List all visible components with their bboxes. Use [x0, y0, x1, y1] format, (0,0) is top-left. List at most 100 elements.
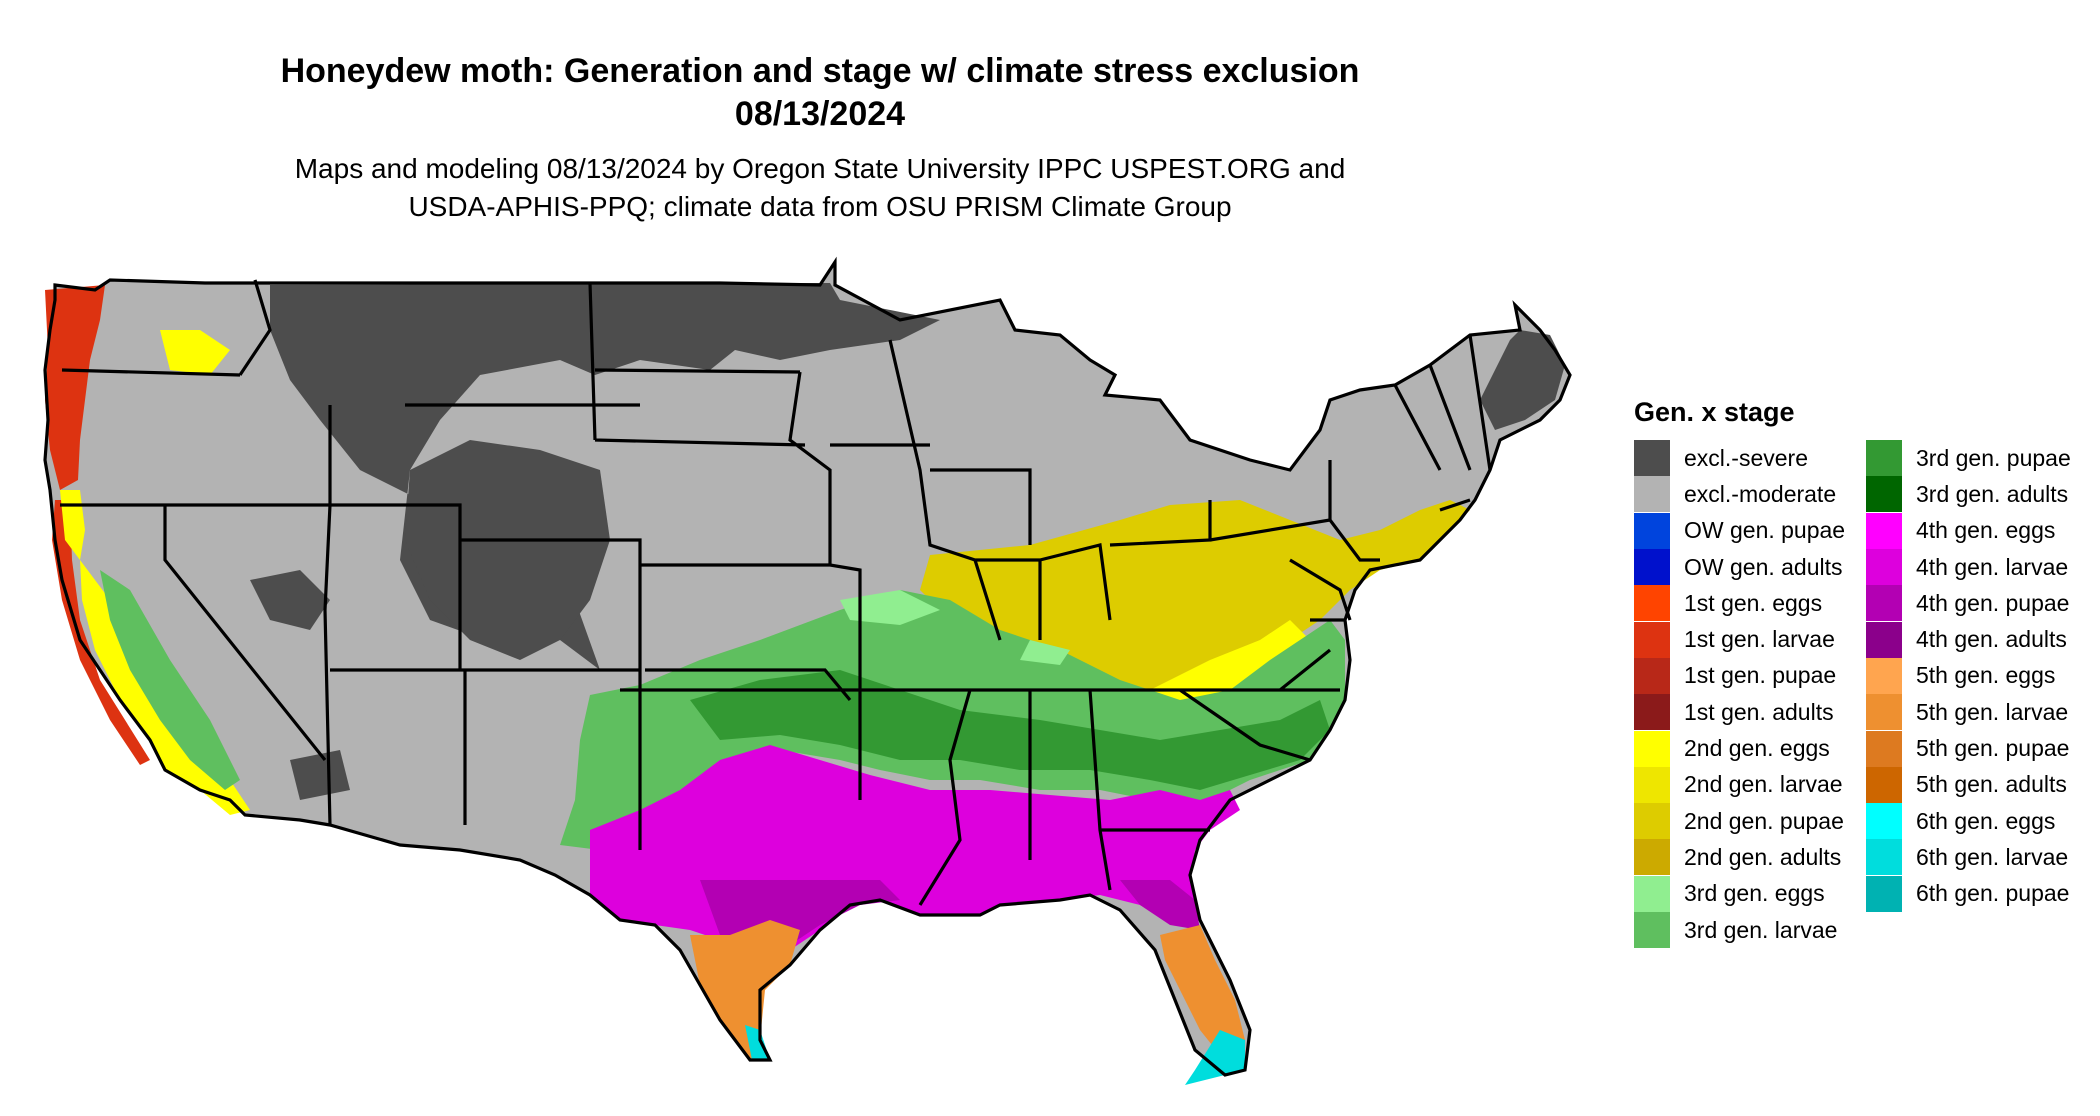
legend-label: 3rd gen. adults [1916, 480, 2069, 507]
legend-label: 2nd gen. adults [1684, 843, 1842, 870]
legend-swatch [1866, 585, 1902, 622]
legend-swatch [1634, 839, 1670, 876]
legend-label: 6th gen. larvae [1916, 843, 2069, 870]
legend-swatch [1866, 657, 1902, 694]
legend-item: 4th gen. pupae [1866, 585, 2071, 622]
legend-title: Gen. x stage [1634, 397, 1795, 427]
legend-label: 5th gen. eggs [1916, 662, 2056, 689]
legend-label: 6th gen. pupae [1916, 880, 2070, 907]
legend-item: 5th gen. eggs [1866, 657, 2071, 694]
south-florida-gen6-zone [1185, 1030, 1245, 1085]
legend-swatch [1866, 621, 1902, 658]
legend-swatch [1866, 875, 1902, 912]
state-borders [43, 256, 1572, 1077]
legend-column-1: excl.-severe excl.-moderate OW gen. pupae O… [1634, 440, 1845, 948]
subtitle-line-1: Maps and modeling 08/13/2024 by Oregon S… [294, 153, 1346, 184]
legend-label: 6th gen. eggs [1916, 807, 2056, 834]
legend-item: 6th gen. eggs [1866, 803, 2071, 840]
legend-label: 3rd gen. pupae [1916, 444, 2071, 471]
legend-column-2: 3rd gen. pupae 3rd gen. adults 4th gen. eg… [1866, 440, 2071, 912]
legend-label: 3rd gen. eggs [1684, 880, 1825, 907]
subtitle-line-2: USDA-APHIS-PPQ; climate data from OSU PR… [408, 191, 1232, 222]
eastern-state-lines [1209, 334, 1492, 622]
legend-swatch [1634, 440, 1670, 477]
legend-swatch [1634, 766, 1670, 803]
legend-swatch [1634, 912, 1670, 948]
legend-item: 4th gen. eggs [1866, 512, 2071, 549]
legend-label: excl.-moderate [1684, 480, 1837, 507]
map-title: Honeydew moth: Generation and stage w/ c… [280, 52, 1360, 90]
legend-swatch [1866, 839, 1902, 876]
legend-swatch [1866, 440, 1902, 477]
midwest-gen2-band [920, 500, 1470, 730]
legend-item: 2nd gen. eggs [1634, 730, 1845, 767]
california-gen3-zone [100, 570, 240, 790]
legend-item: 3rd gen. eggs [1634, 875, 1845, 912]
legend-swatch [1866, 476, 1902, 513]
legend-label: 5th gen. adults [1916, 771, 2067, 798]
legend-item: excl.-severe [1634, 440, 1845, 477]
map-date: 08/13/2024 [734, 95, 906, 133]
legend-item: 5th gen. larvae [1866, 694, 2071, 731]
legend-item: 5th gen. pupae [1866, 730, 2071, 767]
legend-label: 3rd gen. larvae [1684, 916, 1838, 943]
florida-gen5-zone [1160, 925, 1245, 1060]
legend-label: excl.-severe [1684, 444, 1808, 471]
legend-label: 2nd gen. eggs [1684, 735, 1830, 762]
northwest-gen2-zone [60, 330, 230, 560]
gen3-eggs-fringe [840, 590, 1070, 665]
legend-label: 5th gen. pupae [1916, 735, 2070, 762]
legend-label: 4th gen. eggs [1916, 517, 2056, 544]
legend-swatch [1634, 585, 1670, 622]
legend-label: 1st gen. pupae [1684, 662, 1837, 689]
gulf-gen4-pupae-zone [700, 880, 1200, 948]
legend-item: 1st gen. larvae [1634, 621, 1845, 658]
legend-item: 2nd gen. pupae [1634, 803, 1845, 840]
legend-swatch [1634, 621, 1670, 658]
legend-item: 4th gen. larvae [1866, 549, 2071, 586]
legend-item: 3rd gen. adults [1866, 476, 2071, 513]
midwest-state-lines [860, 339, 1340, 906]
us-outline [43, 256, 1572, 1077]
legend-item: 2nd gen. larvae [1634, 766, 1845, 803]
legend-swatch [1634, 694, 1670, 731]
legend-label: 4th gen. adults [1916, 626, 2067, 653]
severe-rockies-zone [405, 440, 610, 660]
legend-label: 5th gen. larvae [1916, 698, 2069, 725]
legend-item: 6th gen. larvae [1866, 839, 2071, 876]
legend-item: 2nd gen. adults [1634, 839, 1845, 876]
legend-swatch [1866, 694, 1902, 731]
legend-swatch [1634, 476, 1670, 513]
legend-swatch [1866, 766, 1902, 803]
legend-item: excl.-moderate [1634, 476, 1845, 513]
legend-swatch [1634, 657, 1670, 694]
legend-item: 1st gen. pupae [1634, 657, 1845, 694]
legend-swatch [1866, 730, 1902, 767]
legend-item: 3rd gen. pupae [1866, 440, 2071, 477]
western-state-lines [60, 279, 642, 850]
legend-item: 6th gen. pupae [1866, 875, 2071, 912]
us-generation-map [43, 256, 1572, 1085]
legend-swatch [1866, 512, 1902, 549]
legend-swatch [1866, 803, 1902, 840]
legend-swatch [1866, 549, 1902, 586]
legend-item: 1st gen. adults [1634, 694, 1845, 731]
legend-item: OW gen. pupae [1634, 512, 1846, 549]
legend-item: 5th gen. adults [1866, 766, 2071, 803]
legend-swatch [1634, 512, 1670, 549]
legend-item: 3rd gen. larvae [1634, 912, 1845, 948]
legend-label: 1st gen. adults [1684, 698, 1834, 725]
legend-swatch [1634, 549, 1670, 586]
pacific-coast-gen1-zone [45, 285, 150, 765]
legend-label: OW gen. pupae [1684, 517, 1846, 544]
legend-item: 1st gen. eggs [1634, 585, 1845, 622]
legend-swatch [1634, 875, 1670, 912]
legend-swatch [1634, 803, 1670, 840]
legend-item: 4th gen. adults [1866, 621, 2071, 658]
legend-label: 2nd gen. larvae [1684, 771, 1843, 798]
severe-basin-patches [250, 570, 350, 800]
legend-item: OW gen. adults [1634, 549, 1845, 586]
legend-label: OW gen. adults [1684, 553, 1843, 580]
legend-label: 4th gen. larvae [1916, 553, 2069, 580]
south-texas-gen6-zone [745, 1025, 770, 1060]
